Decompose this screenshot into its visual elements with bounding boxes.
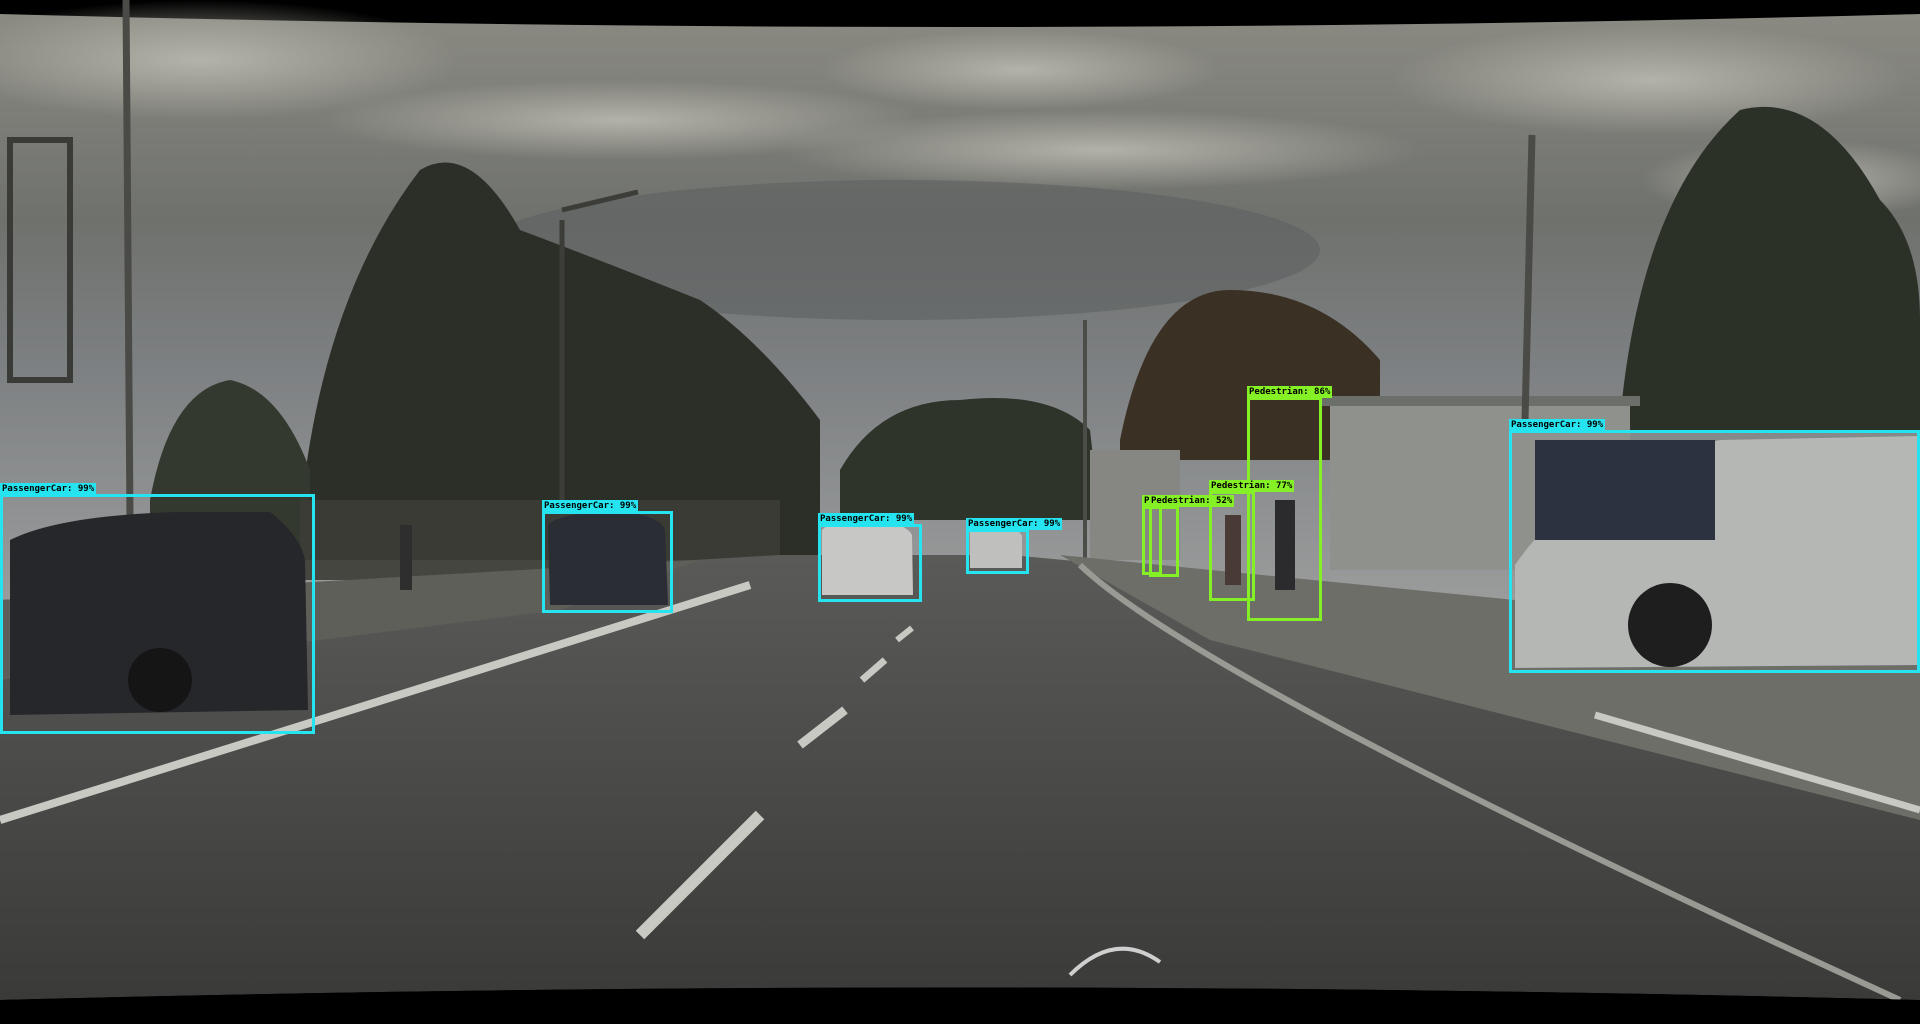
- lane-line-right: [1594, 711, 1920, 814]
- tree-right-mid: [1120, 290, 1380, 460]
- passenger-car-detection-box: PassengerCar: 99%: [542, 500, 673, 613]
- pedestrian-detection-box: Pedestrian: 52%: [1149, 495, 1235, 577]
- detection-label: PassengerCar: 99%: [1509, 419, 1606, 431]
- lane-dash: [859, 657, 888, 683]
- cyclist: [1225, 515, 1241, 585]
- dashboard-edge: [1068, 946, 1162, 977]
- detection-label: PassengerCar: 99%: [966, 518, 1063, 530]
- cloud: [780, 110, 1420, 190]
- frame-bottom: [0, 987, 1920, 1024]
- car-suv: [548, 512, 668, 605]
- tree-right-big: [1620, 106, 1920, 430]
- detection-label: PassengerCar: 99%: [542, 500, 639, 512]
- pedestrian-figure: [400, 525, 412, 590]
- antenna-pole: [1521, 134, 1536, 421]
- car-distant: [970, 525, 1022, 568]
- lane-dash: [895, 625, 914, 643]
- detection-label: PassengerCar: 99%: [0, 483, 97, 495]
- pedestrian-detection-box: Pedestrian: 77%: [1209, 480, 1295, 601]
- van-dark: [1535, 440, 1715, 540]
- passenger-car-detection-box: PassengerCar: 99%: [1509, 419, 1920, 673]
- lane-dash: [635, 810, 765, 940]
- detection-label: Pedestrian: 86%: [1247, 386, 1333, 398]
- passenger-car-detection-box: PassengerCar: 99%: [0, 483, 315, 734]
- car-left-dark: [10, 512, 308, 715]
- street-lamp-arm: [561, 189, 639, 213]
- lane-dash: [797, 706, 848, 749]
- building-roof: [1320, 396, 1640, 406]
- car-white-rear: [822, 520, 913, 595]
- scaffold-tower: [7, 137, 73, 383]
- cloud: [1390, 25, 1910, 135]
- wheel: [1628, 583, 1712, 667]
- cyclist: [1275, 500, 1295, 590]
- wheel: [128, 648, 192, 712]
- lane-line-left: [0, 581, 752, 824]
- cloud: [0, 0, 460, 120]
- dark-cloud: [480, 180, 1320, 320]
- passenger-car-detection-box: PassengerCar: 99%: [818, 513, 922, 602]
- curb-right: [1077, 562, 1902, 1003]
- pedestrian-detection-box: Pedestrian: 86%: [1247, 386, 1333, 621]
- street-pole: [122, 0, 134, 521]
- detection-label: PassengerCar: 99%: [818, 513, 915, 525]
- tree-line-center: [840, 398, 1100, 520]
- cloud: [820, 30, 1220, 110]
- detection-label: P: [1142, 495, 1152, 507]
- cloud: [320, 80, 920, 160]
- detection-label: Pedestrian: 77%: [1209, 480, 1295, 492]
- passenger-car-detection-box: PassengerCar: 99%: [966, 518, 1063, 574]
- pedestrian-detection-box: P: [1142, 495, 1162, 575]
- detection-label: Pedestrian: 52%: [1149, 495, 1235, 507]
